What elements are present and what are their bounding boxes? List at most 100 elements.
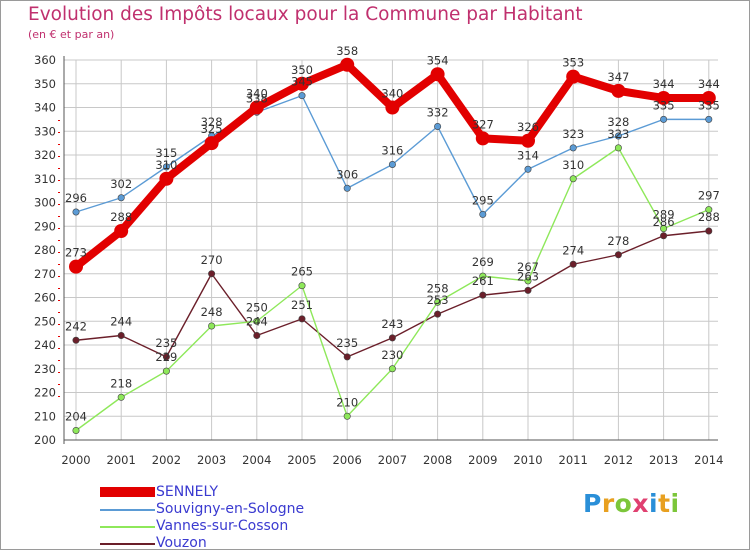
y-tick-label: 240	[34, 338, 56, 352]
data-point	[162, 163, 170, 171]
data-label: 265	[291, 265, 313, 279]
data-label: 302	[110, 177, 132, 191]
data-label: 328	[607, 115, 629, 129]
y-tick-label: 230	[34, 362, 56, 376]
data-label: 353	[562, 56, 584, 70]
data-label: 326	[517, 120, 539, 134]
legend-swatch-sennely	[100, 487, 155, 497]
data-point	[69, 259, 83, 274]
data-label: 354	[427, 53, 449, 67]
y-tick-label: 220	[34, 386, 56, 400]
data-point	[705, 206, 713, 214]
legend-swatch-souvigny	[100, 509, 155, 511]
data-label: 229	[155, 350, 177, 364]
data-point	[72, 426, 80, 434]
data-point	[298, 282, 306, 290]
data-label: 288	[698, 210, 720, 224]
data-label: 323	[562, 127, 584, 141]
data-point	[434, 123, 442, 131]
data-label: 327	[472, 117, 494, 131]
data-point	[569, 144, 577, 152]
data-point	[566, 69, 581, 84]
data-label: 288	[110, 210, 132, 224]
y-tick-label: 350	[34, 77, 56, 91]
data-label: 270	[201, 253, 223, 267]
data-point	[569, 260, 577, 268]
data-label: 253	[427, 293, 449, 307]
x-tick-label: 2010	[513, 453, 542, 467]
data-point	[208, 322, 216, 330]
x-tick-label: 2011	[559, 453, 588, 467]
data-label: 250	[246, 300, 268, 314]
data-label: 230	[381, 348, 403, 362]
data-label: 350	[291, 63, 313, 77]
y-tick-label: 330	[34, 124, 56, 138]
data-point	[117, 194, 125, 202]
data-point	[656, 91, 671, 105]
data-label: 210	[336, 395, 358, 409]
data-label: 310	[155, 158, 177, 172]
data-label: 286	[653, 215, 675, 229]
y-tick-label: 260	[34, 291, 56, 305]
data-point	[159, 171, 174, 186]
x-tick-label: 2007	[378, 453, 407, 467]
data-label: 242	[65, 319, 87, 333]
data-point	[117, 331, 125, 339]
data-point	[705, 227, 713, 235]
data-point	[388, 161, 396, 169]
data-point	[72, 336, 80, 344]
data-point	[434, 310, 442, 318]
x-tick-label: 2000	[61, 453, 90, 467]
x-tick-label: 2009	[468, 453, 497, 467]
data-labels: 273 288 310 325 340 350 358 340 354 327 326 353 347 3…	[65, 44, 720, 424]
data-point	[298, 315, 306, 323]
data-point	[614, 144, 622, 152]
data-point	[162, 367, 170, 375]
y-tick-label: 310	[34, 172, 56, 186]
data-label: 306	[336, 167, 358, 181]
x-tick-label: 2014	[694, 453, 723, 467]
data-point	[614, 251, 622, 259]
data-point	[343, 184, 351, 192]
data-point	[343, 412, 351, 420]
x-tick-label: 2005	[287, 453, 316, 467]
data-label: 347	[607, 70, 629, 84]
data-point	[72, 208, 80, 216]
x-tick-label: 2013	[649, 453, 678, 467]
x-tick-label: 2004	[242, 453, 271, 467]
data-label: 244	[246, 315, 268, 329]
data-point	[475, 131, 490, 146]
data-point	[479, 210, 487, 218]
data-point	[343, 353, 351, 361]
data-label: 289	[653, 208, 675, 222]
data-label: 251	[291, 298, 313, 312]
axes: 200 210 220 230 240 250 260 270 280 290 300 310 320 3…	[34, 53, 723, 467]
data-point	[204, 136, 219, 151]
data-label: 273	[65, 246, 87, 260]
data-point	[524, 165, 532, 173]
y-tick-label: 320	[34, 148, 56, 162]
data-label: 338	[246, 91, 268, 105]
data-point	[249, 100, 264, 115]
x-tick-label: 2002	[152, 453, 181, 467]
data-point	[521, 133, 535, 148]
data-label: 315	[155, 146, 177, 160]
data-label: 258	[427, 281, 449, 295]
data-label: 325	[201, 122, 223, 136]
series-lines	[69, 57, 716, 434]
y-tick-label: 250	[34, 314, 56, 328]
data-label: 344	[653, 77, 675, 91]
data-point	[162, 353, 170, 361]
data-label: 235	[336, 336, 358, 350]
data-point	[660, 115, 668, 123]
legend-label: SENNELY	[156, 484, 219, 500]
data-label: 323	[607, 127, 629, 141]
data-label: 278	[607, 234, 629, 248]
data-point	[114, 224, 129, 238]
data-point	[388, 365, 396, 373]
page-subtitle: (en € et par an)	[28, 28, 115, 41]
y-tick-label: 300	[34, 196, 56, 210]
y-tick-label: 270	[34, 267, 56, 281]
legend-label: Vannes-sur-Cosson	[156, 518, 289, 534]
